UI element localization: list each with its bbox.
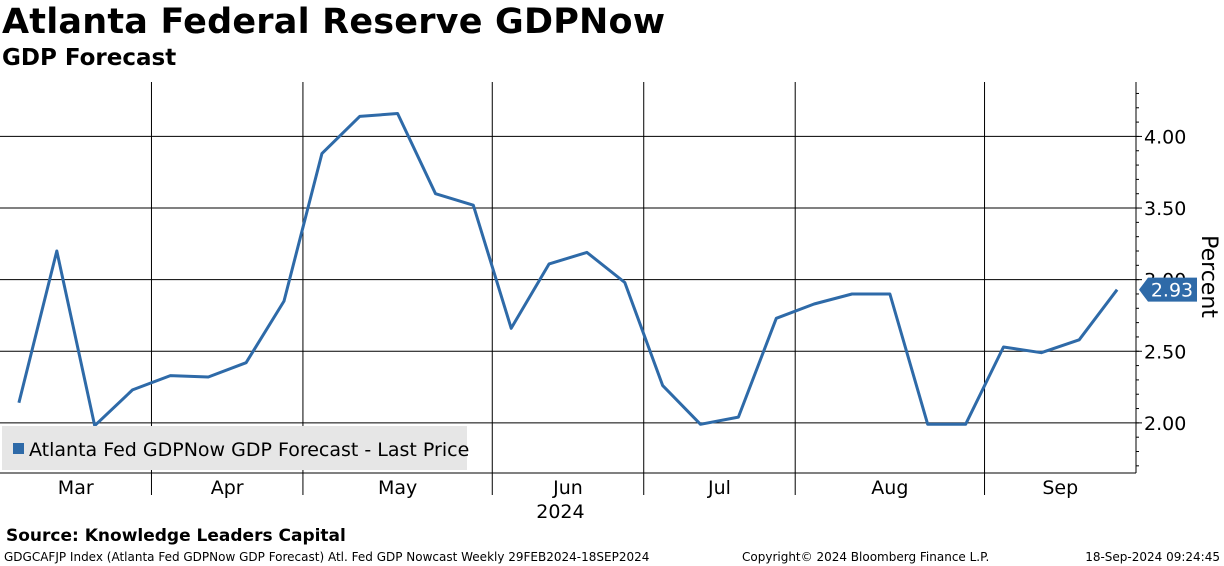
x-tick-label: May [378,477,417,499]
timestamp: 18-Sep-2024 09:24:45 [1085,550,1220,564]
legend-label: Atlanta Fed GDPNow GDP Forecast - Last P… [29,439,469,461]
legend-swatch [13,443,24,454]
series-group [17,112,1119,428]
copyright: Copyright© 2024 Bloomberg Finance L.P. [742,550,990,564]
x-tick-label: Jun [552,477,583,499]
y-tick-label: 4.00 [1144,126,1186,148]
x-tick-label: Aug [871,477,908,499]
series-line [17,112,1119,428]
horizontal-gridlines [0,135,1136,424]
last-price-tag: 2.93 [1139,277,1197,302]
legend-box [2,426,467,470]
last-price-badge [1139,277,1197,302]
chart-title: Atlanta Federal Reserve GDPNow [2,2,666,42]
legend: Atlanta Fed GDPNow GDP Forecast - Last P… [2,426,469,470]
x-tick-label: Jul [707,477,731,499]
x-year-label: 2024 [536,501,584,523]
vertical-gridlines [0,82,1136,495]
last-price-label: 2.93 [1151,280,1193,302]
y-axis-title: Percent [1196,235,1221,318]
x-axis-labels: Mar Apr May Jun Jul Aug Sep 2024 [58,477,1078,523]
x-tick-label: Sep [1042,477,1078,499]
index-info: GDGCAFJP Index (Atlanta Fed GDPNow GDP F… [4,550,650,564]
y-tick-label: 2.50 [1144,341,1186,363]
x-tick-label: Mar [58,477,94,499]
y-tick-label: 2.00 [1144,413,1186,435]
x-tick-label: Apr [211,477,244,499]
chart-subtitle: GDP Forecast [2,45,177,71]
source-note: Source: Knowledge Leaders Capital [6,526,346,546]
y-tick-label: 3.50 [1144,198,1186,220]
